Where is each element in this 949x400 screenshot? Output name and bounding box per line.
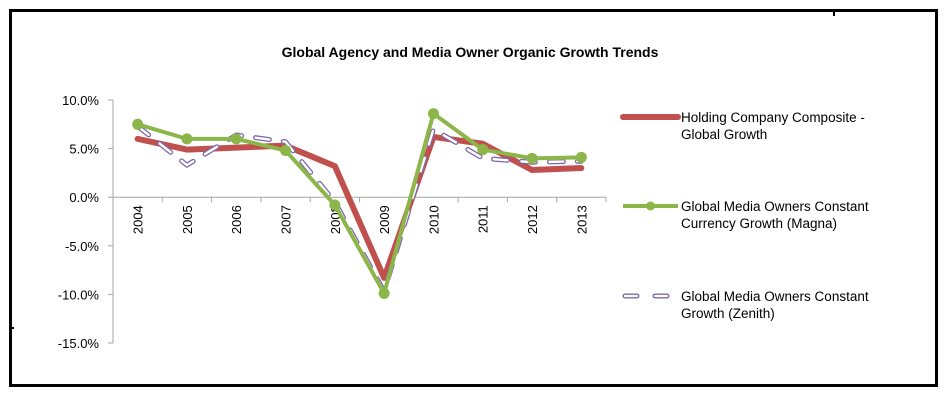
data-point-magna bbox=[132, 118, 144, 130]
x-tick-label: 2009 bbox=[377, 205, 392, 234]
legend-label: Global Media Owners Constant bbox=[681, 289, 869, 304]
y-tick-label: -5.0% bbox=[65, 239, 99, 254]
legend-item: Global Media Owners Constant Growth (Zeni… bbox=[622, 289, 869, 321]
x-tick-label: 2006 bbox=[229, 205, 244, 234]
y-axis: 10.0% 5.0% 0.0% -5.0% -10.0% -15.0% bbox=[58, 93, 114, 351]
data-point-magna bbox=[280, 145, 292, 157]
x-tick-label: 2011 bbox=[476, 205, 491, 233]
legend: Holding Company Composite - Global Growth… bbox=[620, 110, 869, 321]
legend-label: Global Media Owners Constant bbox=[681, 199, 869, 214]
x-tick-label: 2010 bbox=[426, 205, 441, 234]
legend-label: Global Growth bbox=[681, 127, 767, 142]
data-point-magna bbox=[378, 287, 390, 299]
data-point-magna bbox=[526, 152, 538, 164]
plot-area bbox=[132, 108, 587, 299]
legend-label: Holding Company Composite - bbox=[681, 110, 865, 125]
legend-marker-magna bbox=[646, 201, 655, 211]
legend-label: Currency Growth (Magna) bbox=[681, 216, 837, 231]
x-tick-label: 2007 bbox=[279, 205, 294, 234]
legend-item: Global Media Owners Constant Currency Gro… bbox=[623, 199, 869, 231]
series-magna bbox=[132, 108, 587, 299]
x-tick-label: 2012 bbox=[525, 205, 540, 234]
x-axis: 2004 2005 2006 2007 2008 2009 2010 2011 2012 2013 bbox=[112, 196, 607, 234]
y-tick-label: 10.0% bbox=[62, 93, 99, 108]
y-tick-label: 0.0% bbox=[69, 190, 99, 205]
data-point-magna bbox=[181, 133, 193, 145]
chart-title: Global Agency and Media Owner Organic Gr… bbox=[282, 44, 659, 60]
data-point-magna bbox=[477, 144, 489, 156]
data-point-magna bbox=[230, 133, 242, 145]
x-tick-label: 2005 bbox=[180, 205, 195, 234]
x-tick-label: 2004 bbox=[131, 205, 146, 234]
y-tick-label: 5.0% bbox=[69, 142, 99, 157]
y-tick-label: -10.0% bbox=[58, 287, 100, 302]
y-tick-label: -15.0% bbox=[58, 336, 100, 351]
data-point-magna bbox=[329, 199, 341, 211]
legend-item: Holding Company Composite - Global Growth bbox=[620, 110, 865, 142]
x-tick-label: 2013 bbox=[574, 205, 589, 234]
data-point-magna bbox=[575, 151, 587, 163]
series-line-zenith bbox=[136, 125, 583, 293]
data-point-magna bbox=[427, 108, 439, 120]
series-line-magna bbox=[137, 111, 582, 296]
legend-label: Growth (Zenith) bbox=[681, 306, 775, 321]
chart-frame bbox=[9, 9, 938, 387]
